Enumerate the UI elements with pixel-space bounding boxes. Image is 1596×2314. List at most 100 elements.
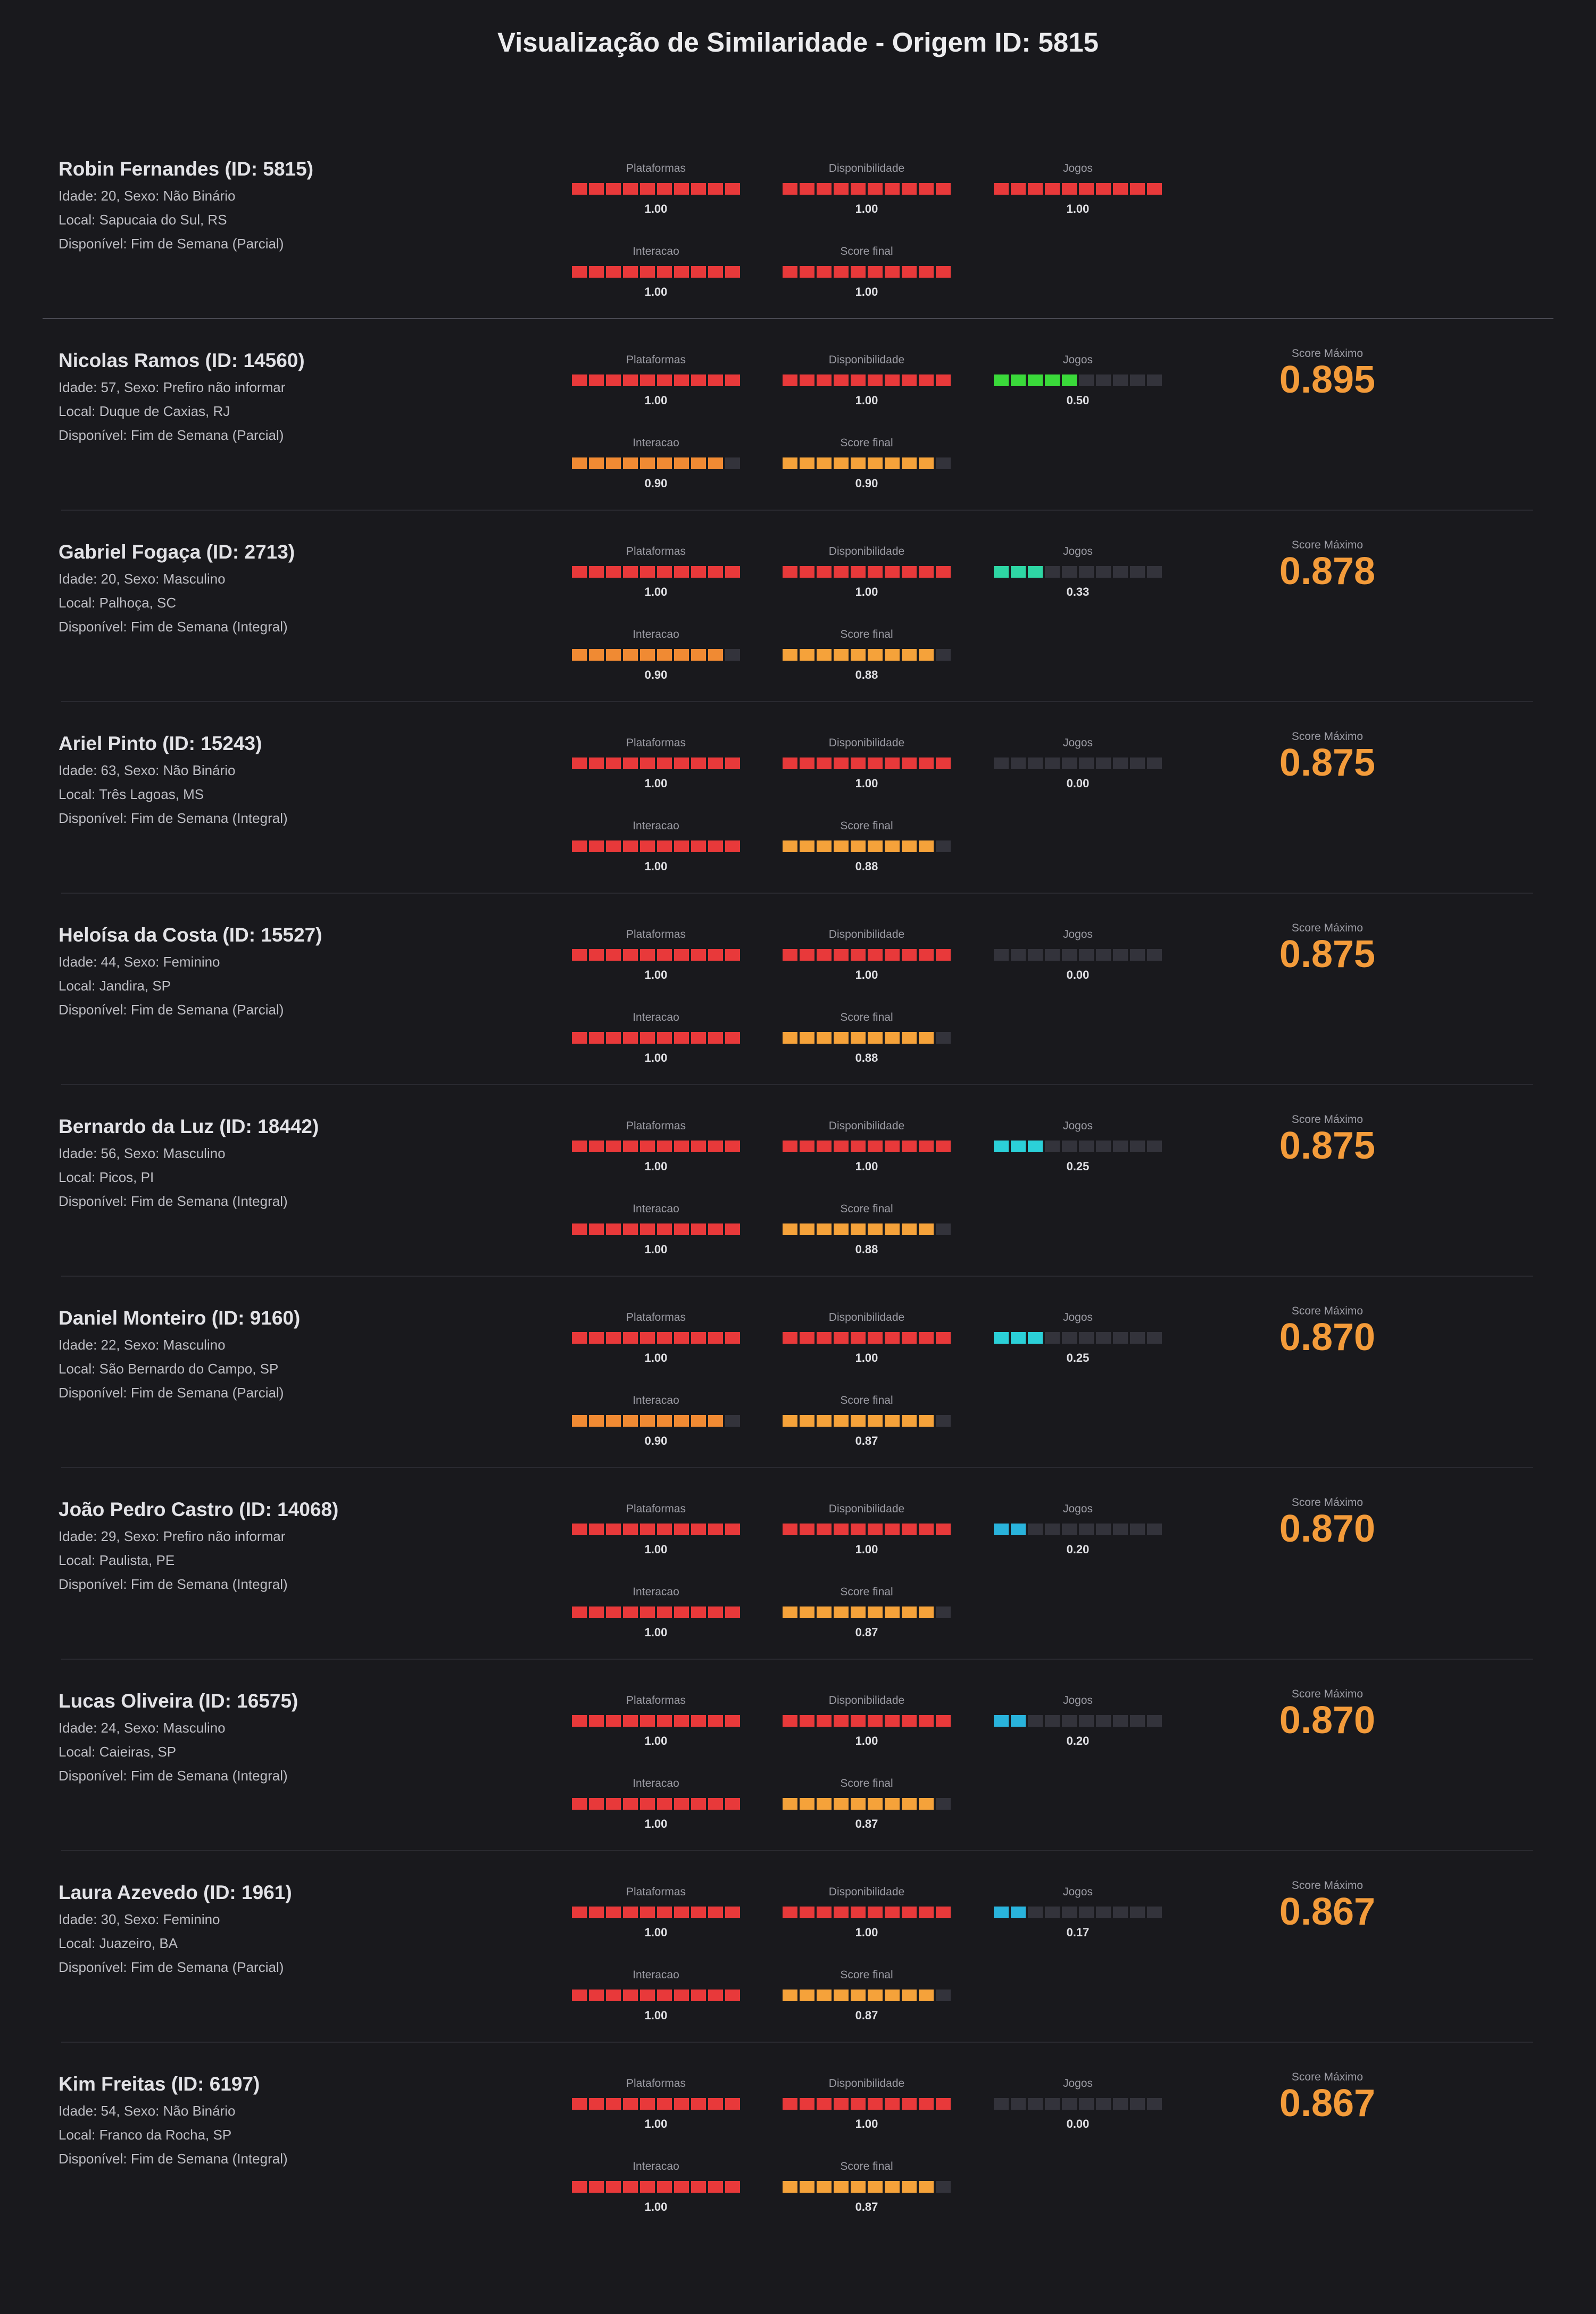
metric-value: 1.00	[855, 394, 878, 407]
bar-segment	[640, 374, 655, 386]
metric-label: Jogos	[1062, 354, 1093, 366]
metric-bar	[993, 1332, 1163, 1344]
metric-label: Score final	[840, 1777, 893, 1789]
bar-segment	[1062, 2098, 1077, 2110]
profile-age-sex: Idade: 24, Sexo: Masculino	[59, 1720, 226, 1736]
bar-segment	[657, 1798, 672, 1810]
bar-segment	[691, 1990, 706, 2001]
bar-segment	[936, 840, 951, 852]
bar-segment	[640, 1415, 655, 1427]
metric-label: Disponibilidade	[828, 1120, 905, 1132]
bar-segment	[657, 183, 672, 195]
bar-segment	[783, 1332, 797, 1344]
metric-label: Interacao	[633, 628, 679, 640]
metric-label: Interacao	[633, 1969, 679, 1981]
metric-value: 1.00	[644, 202, 668, 215]
bar-segment	[834, 840, 849, 852]
bar-segment	[589, 374, 604, 386]
metric-label: Disponibilidade	[828, 162, 905, 174]
bar-segment	[589, 758, 604, 769]
bar-segment	[606, 566, 621, 578]
metric-value: 1.00	[855, 777, 878, 790]
bar-segment	[589, 1032, 604, 1044]
metric-value: 1.00	[644, 777, 668, 790]
bar-segment	[691, 2181, 706, 2193]
bar-segment	[800, 1524, 814, 1535]
bar-segment	[885, 457, 900, 469]
bar-segment	[800, 1141, 814, 1152]
bar-segment	[1079, 374, 1094, 386]
bar-segment	[885, 374, 900, 386]
bar-segment	[691, 566, 706, 578]
metric-disponibilidade: Disponibilidade 1.00	[782, 1119, 952, 1173]
metric-bar	[571, 758, 741, 769]
bar-segment	[1011, 183, 1026, 195]
bar-segment	[1130, 1141, 1145, 1152]
bar-segment	[868, 649, 883, 661]
bar-segment	[936, 1990, 951, 2001]
bar-segment	[572, 1415, 587, 1427]
bar-segment	[885, 1141, 900, 1152]
bar-segment	[994, 1715, 1009, 1727]
bar-segment	[868, 1524, 883, 1535]
profile-info: Bernardo da Luz (ID: 18442) Idade: 56, Se…	[59, 1112, 537, 1210]
bar-segment	[817, 1990, 832, 2001]
metric-label: Interacao	[633, 1586, 679, 1598]
bar-segment	[589, 949, 604, 961]
bar-segment	[868, 1332, 883, 1344]
bar-segment	[589, 566, 604, 578]
bar-segment	[902, 2181, 917, 2193]
bar-segment	[674, 949, 689, 961]
bar-segment	[1028, 1907, 1043, 1918]
bar-segment	[868, 457, 883, 469]
bar-segment	[640, 649, 655, 661]
bar-segment	[817, 1223, 832, 1235]
bar-segment	[589, 649, 604, 661]
bar-segment	[1130, 949, 1145, 961]
bar-segment	[1045, 1332, 1060, 1344]
bar-segment	[834, 266, 849, 278]
bar-segment	[691, 1798, 706, 1810]
bar-segment	[572, 2098, 587, 2110]
bar-segment	[674, 1607, 689, 1618]
bar-segment	[800, 1990, 814, 2001]
metric-disponibilidade: Disponibilidade 1.00	[782, 353, 952, 407]
bar-segment	[851, 1223, 866, 1235]
bar-segment	[674, 183, 689, 195]
match-profile: João Pedro Castro (ID: 14068) Idade: 29, …	[0, 1467, 1596, 1686]
bar-segment	[885, 1798, 900, 1810]
bar-segment	[606, 2181, 621, 2193]
profile-info: Robin Fernandes (ID: 5815) Idade: 20, Sex…	[59, 154, 537, 252]
bar-segment	[902, 1032, 917, 1044]
bar-segment	[640, 1715, 655, 1727]
metric-score-final: Score final 0.87	[782, 1394, 952, 1448]
bar-segment	[708, 758, 723, 769]
bar-segment	[708, 457, 723, 469]
bar-segment	[1045, 2098, 1060, 2110]
bar-segment	[885, 840, 900, 852]
bar-segment	[1045, 183, 1060, 195]
bar-segment	[691, 649, 706, 661]
bar-segment	[725, 1524, 740, 1535]
match-profile: Ariel Pinto (ID: 15243) Idade: 63, Sexo: …	[0, 701, 1596, 920]
bar-segment	[691, 2098, 706, 2110]
bar-segment	[1011, 949, 1026, 961]
bar-segment	[800, 1032, 814, 1044]
bar-segment	[623, 1607, 638, 1618]
bar-segment	[800, 1798, 814, 1810]
bar-segment	[919, 1907, 934, 1918]
metric-bar	[993, 2098, 1163, 2110]
bar-segment	[1011, 2098, 1026, 2110]
metric-bar	[571, 1907, 741, 1918]
row-divider	[61, 893, 1533, 894]
metric-value: 0.25	[1066, 1351, 1090, 1364]
bar-segment	[817, 840, 832, 852]
bar-segment	[783, 1223, 797, 1235]
bar-segment	[902, 758, 917, 769]
metric-disponibilidade: Disponibilidade 1.00	[782, 928, 952, 982]
bar-segment	[606, 1223, 621, 1235]
metric-value: 1.00	[644, 1817, 668, 1830]
bar-segment	[674, 566, 689, 578]
bar-segment	[800, 949, 814, 961]
bar-segment	[606, 1032, 621, 1044]
